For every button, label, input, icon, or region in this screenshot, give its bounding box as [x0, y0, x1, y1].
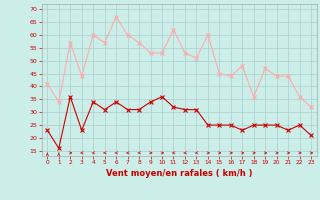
X-axis label: Vent moyen/en rafales ( km/h ): Vent moyen/en rafales ( km/h ): [106, 169, 252, 178]
